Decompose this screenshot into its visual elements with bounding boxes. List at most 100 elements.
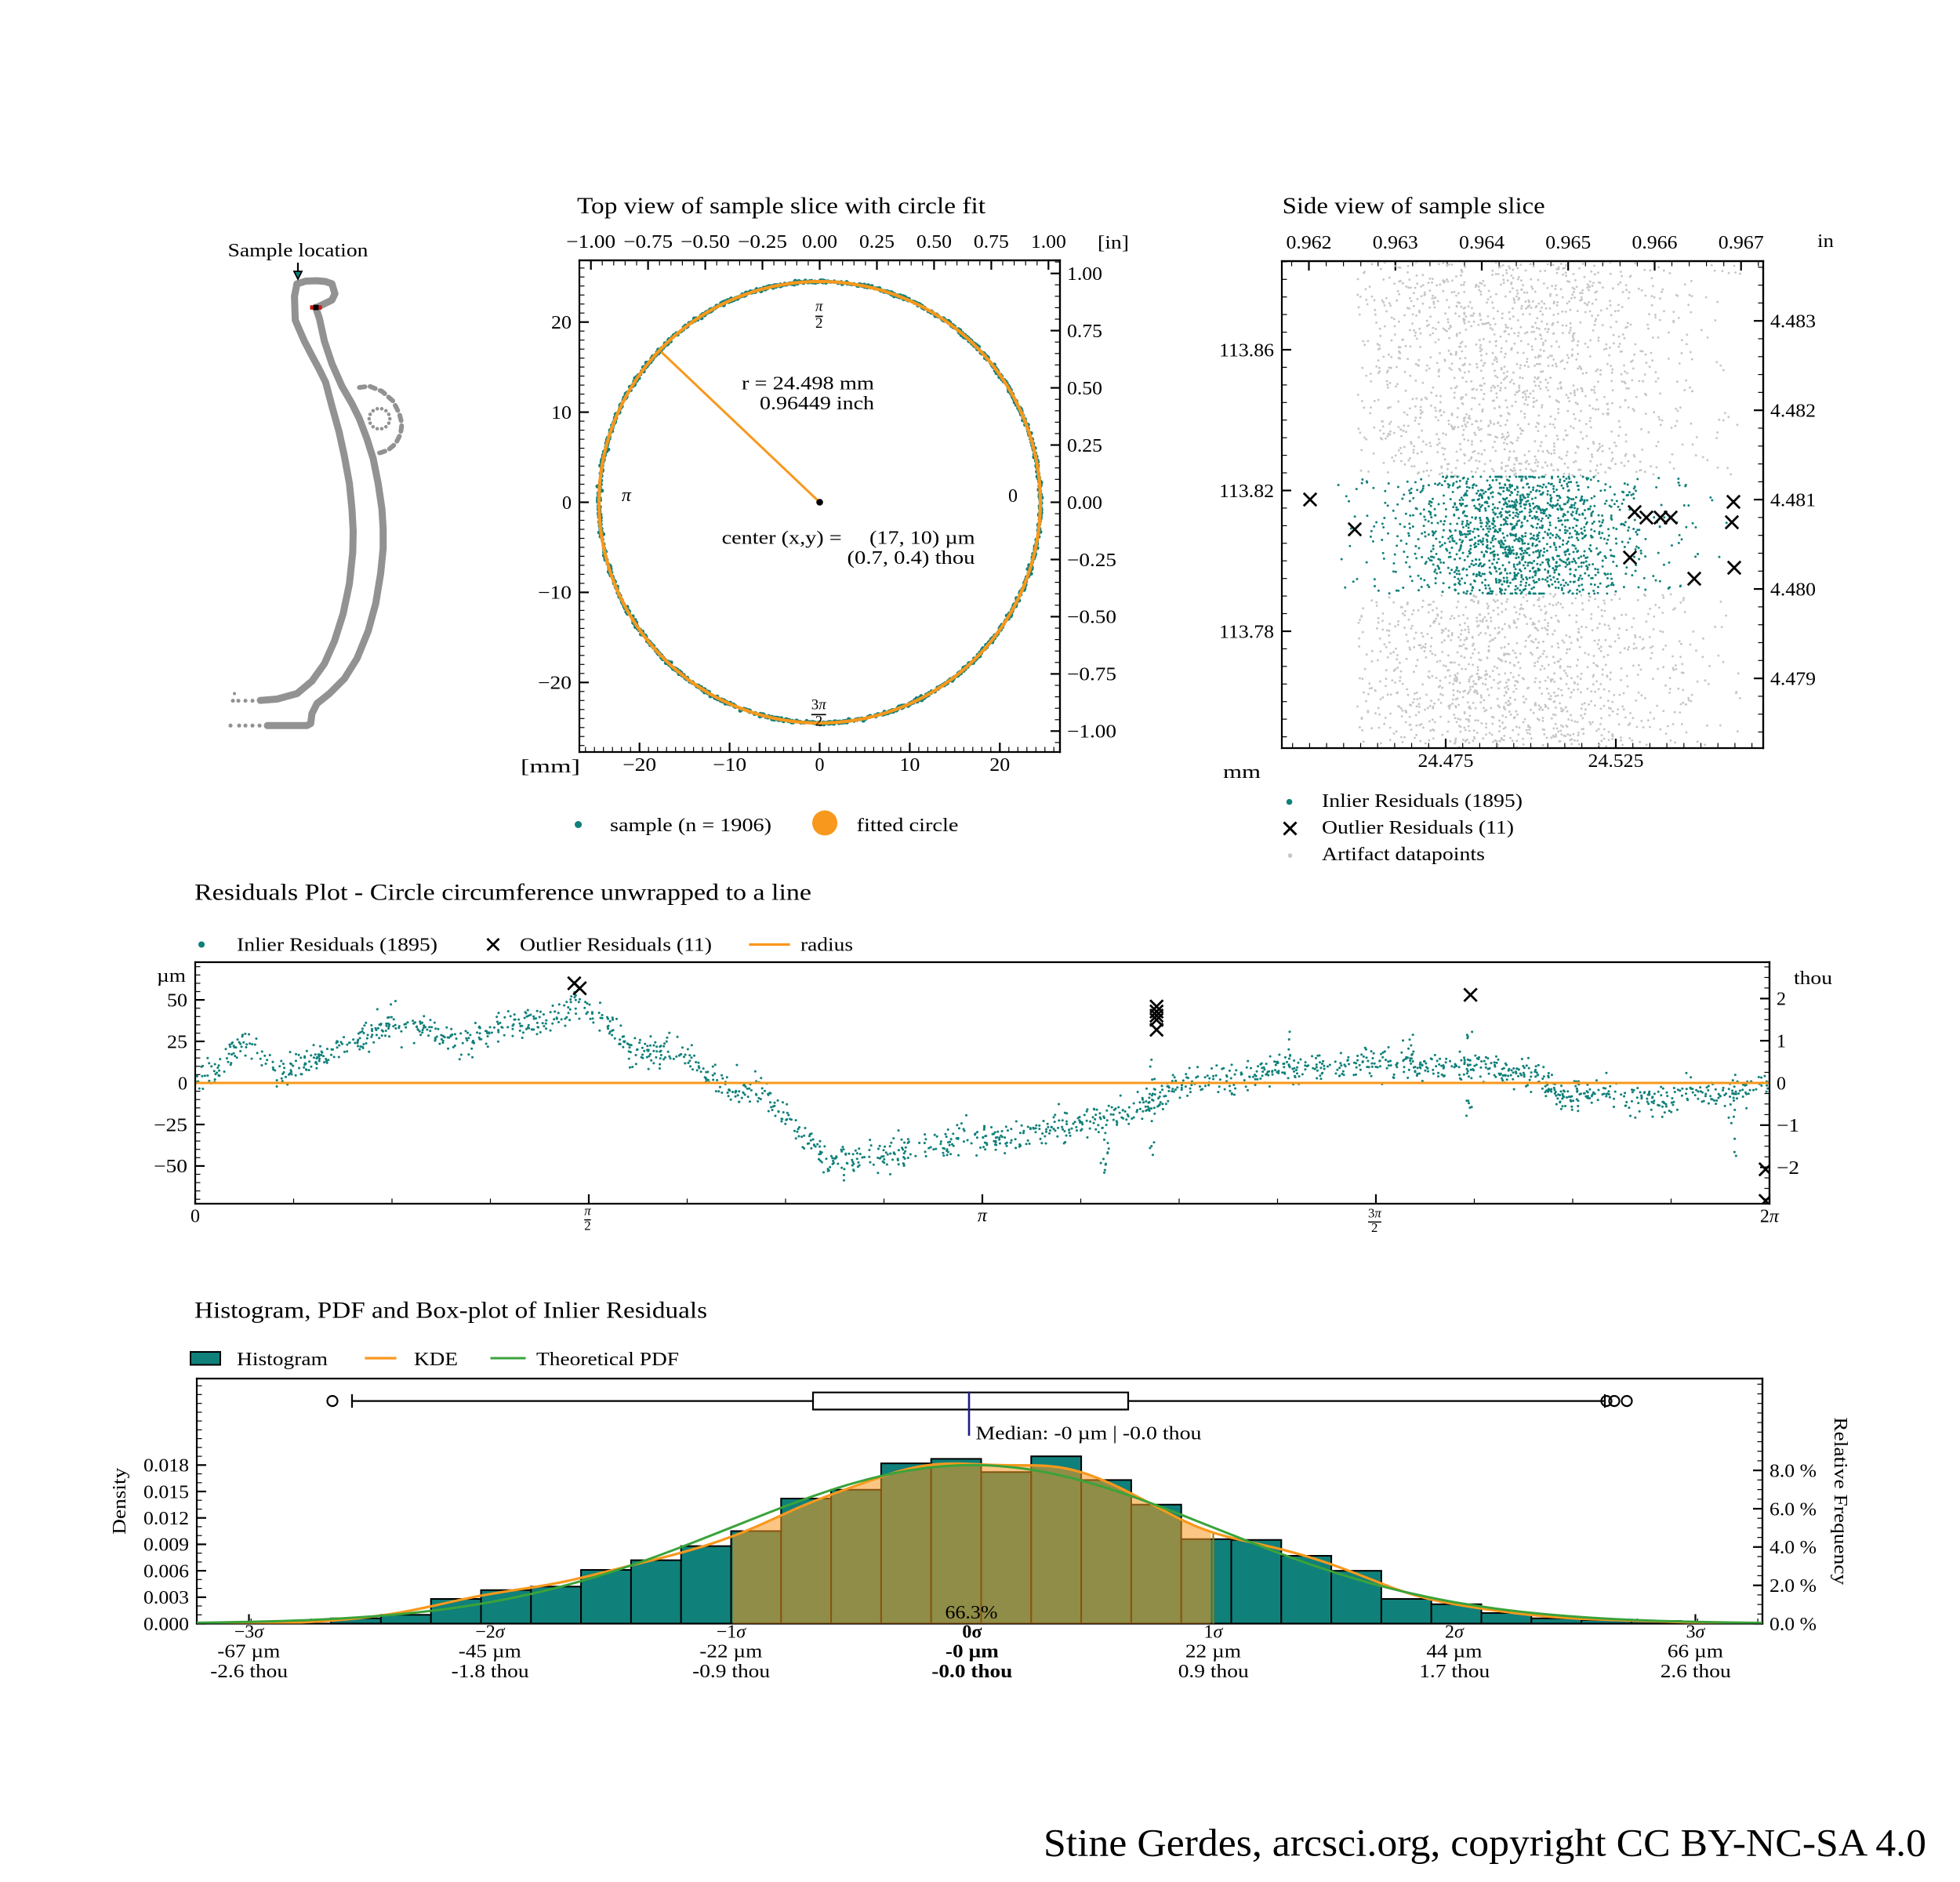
svg-text:−0.75: −0.75 (1067, 665, 1116, 685)
svg-text:Histogram, PDF and Box-plot of: Histogram, PDF and Box-plot of Inlier Re… (194, 1298, 707, 1324)
svg-text:−0.50: −0.50 (681, 232, 730, 253)
svg-text:π: π (622, 485, 632, 506)
svg-text:0.967: 0.967 (1719, 233, 1764, 253)
svg-text:−0.25: −0.25 (1067, 550, 1116, 571)
svg-text:24.525: 24.525 (1588, 751, 1644, 772)
svg-text:Density: Density (110, 1468, 130, 1535)
svg-text:Relative Frequency: Relative Frequency (1830, 1417, 1850, 1585)
svg-text:50: 50 (167, 990, 187, 1011)
svg-text:25: 25 (167, 1032, 187, 1052)
svg-text:−1.00: −1.00 (1067, 722, 1116, 743)
svg-text:0.009: 0.009 (143, 1535, 189, 1556)
svg-text:2.0 %: 2.0 % (1769, 1576, 1817, 1597)
svg-text:−1σ: −1σ (717, 1622, 747, 1642)
svg-text:Median: -0 µm | -0.0 thou: Median: -0 µm | -0.0 thou (976, 1424, 1202, 1444)
svg-text:−0.50: −0.50 (1067, 608, 1116, 628)
svg-text:mm: mm (1223, 762, 1261, 783)
svg-text:−0.25: −0.25 (738, 232, 787, 253)
svg-text:Inlier Residuals (1895): Inlier Residuals (1895) (1322, 791, 1523, 812)
svg-text:4.483: 4.483 (1770, 312, 1816, 332)
svg-text:0.50: 0.50 (916, 232, 952, 253)
svg-text:0.965: 0.965 (1545, 233, 1591, 253)
svg-text:Inlier Residuals (1895): Inlier Residuals (1895) (237, 936, 437, 956)
svg-text:Theoretical PDF: Theoretical PDF (536, 1350, 679, 1370)
svg-text:π: π (978, 1206, 988, 1226)
svg-text:Artifact datapoints: Artifact datapoints (1322, 845, 1485, 865)
svg-text:22 µm: 22 µm (1185, 1642, 1241, 1662)
svg-text:66 µm: 66 µm (1668, 1642, 1723, 1662)
svg-text:-1.8 thou: -1.8 thou (452, 1662, 529, 1682)
svg-text:32π: 3 2π (1368, 1205, 1381, 1235)
svg-text:32π: 3 2π (811, 697, 826, 730)
svg-text:2: 2 (1777, 990, 1786, 1010)
svg-text:0.00: 0.00 (802, 232, 837, 253)
svg-text:0: 0 (178, 1074, 187, 1094)
svg-text:-67 µm: -67 µm (217, 1642, 280, 1662)
svg-text:radius: radius (800, 936, 853, 956)
svg-text:4.480: 4.480 (1770, 579, 1816, 600)
svg-text:−2: −2 (1777, 1158, 1799, 1179)
svg-text:0.964: 0.964 (1459, 233, 1504, 253)
svg-text:20: 20 (551, 313, 572, 333)
svg-text:4.481: 4.481 (1770, 490, 1816, 510)
svg-text:10: 10 (899, 755, 920, 776)
svg-text:thou: thou (1794, 968, 1832, 989)
svg-text:0.006: 0.006 (143, 1561, 189, 1582)
svg-text:0.00: 0.00 (1067, 493, 1102, 514)
svg-text:0.9 thou: 0.9 thou (1178, 1662, 1249, 1682)
svg-text:0: 0 (1008, 486, 1018, 507)
svg-text:4.482: 4.482 (1770, 401, 1816, 422)
svg-text:1: 1 (1777, 1032, 1786, 1052)
svg-text:0: 0 (815, 755, 825, 776)
svg-text:center (x,y) = (17, 10) µm: center (x,y) = (17, 10) µm (722, 529, 975, 549)
svg-text:0.25: 0.25 (859, 232, 895, 253)
svg-text:0.962: 0.962 (1287, 233, 1332, 253)
svg-text:4.479: 4.479 (1770, 669, 1816, 689)
svg-text:20: 20 (989, 755, 1010, 776)
svg-text:Stine Gerdes, arcsci.org, copy: Stine Gerdes, arcsci.org, copyright CC B… (1044, 1820, 1926, 1864)
svg-text:sample (n = 1906): sample (n = 1906) (610, 816, 771, 836)
svg-text:-2.6 thou: -2.6 thou (210, 1662, 288, 1682)
svg-text:0.000: 0.000 (143, 1615, 189, 1635)
svg-text:Outlier Residuals (11): Outlier Residuals (11) (520, 936, 712, 956)
svg-text:0.75: 0.75 (974, 232, 1009, 253)
svg-text:0.50: 0.50 (1067, 379, 1102, 399)
svg-text:−1: −1 (1777, 1116, 1799, 1136)
svg-text:in: in (1817, 231, 1834, 252)
svg-text:Outlier Residuals (11): Outlier Residuals (11) (1322, 818, 1514, 838)
svg-text:[in]: [in] (1098, 233, 1129, 253)
svg-text:-22 µm: -22 µm (699, 1642, 762, 1662)
svg-text:-0.0 thou: -0.0 thou (931, 1662, 1012, 1682)
svg-text:KDE: KDE (414, 1350, 458, 1370)
svg-text:−0.75: −0.75 (623, 232, 673, 253)
svg-text:−20: −20 (538, 674, 572, 694)
svg-text:1σ: 1σ (1204, 1622, 1224, 1642)
svg-text:Residuals Plot - Circle circum: Residuals Plot - Circle circumference un… (194, 879, 811, 905)
svg-text:113.82: 113.82 (1219, 481, 1274, 502)
svg-text:−2σ: −2σ (475, 1622, 506, 1643)
svg-text:0: 0 (562, 493, 572, 514)
svg-text:-0 µm: -0 µm (946, 1642, 999, 1662)
svg-text:0: 0 (191, 1207, 200, 1227)
svg-text:0.018: 0.018 (143, 1456, 189, 1477)
svg-text:3σ: 3σ (1686, 1622, 1706, 1643)
svg-text:−1.00: −1.00 (566, 232, 615, 253)
svg-text:2σ: 2σ (1445, 1622, 1465, 1643)
svg-text:10: 10 (551, 403, 572, 423)
svg-text:-0.9 thou: -0.9 thou (692, 1662, 770, 1682)
svg-text:−10: −10 (713, 755, 746, 776)
svg-text:fitted circle: fitted circle (857, 816, 959, 836)
svg-text:µm: µm (157, 966, 186, 986)
svg-text:1.00: 1.00 (1067, 264, 1102, 285)
svg-text:−10: −10 (538, 583, 572, 604)
svg-text:4.0 %: 4.0 % (1769, 1538, 1817, 1558)
svg-text:0.25: 0.25 (1067, 436, 1102, 456)
svg-text:[mm]: [mm] (521, 757, 580, 777)
svg-text:0.75: 0.75 (1067, 322, 1102, 342)
svg-text:−25: −25 (154, 1115, 187, 1135)
svg-text:0.0 %: 0.0 % (1769, 1615, 1817, 1635)
svg-text:24.475: 24.475 (1418, 751, 1474, 772)
svg-text:1.00: 1.00 (1031, 232, 1066, 253)
svg-text:-45 µm: -45 µm (459, 1642, 521, 1662)
svg-text:π2: π2 (815, 299, 823, 332)
